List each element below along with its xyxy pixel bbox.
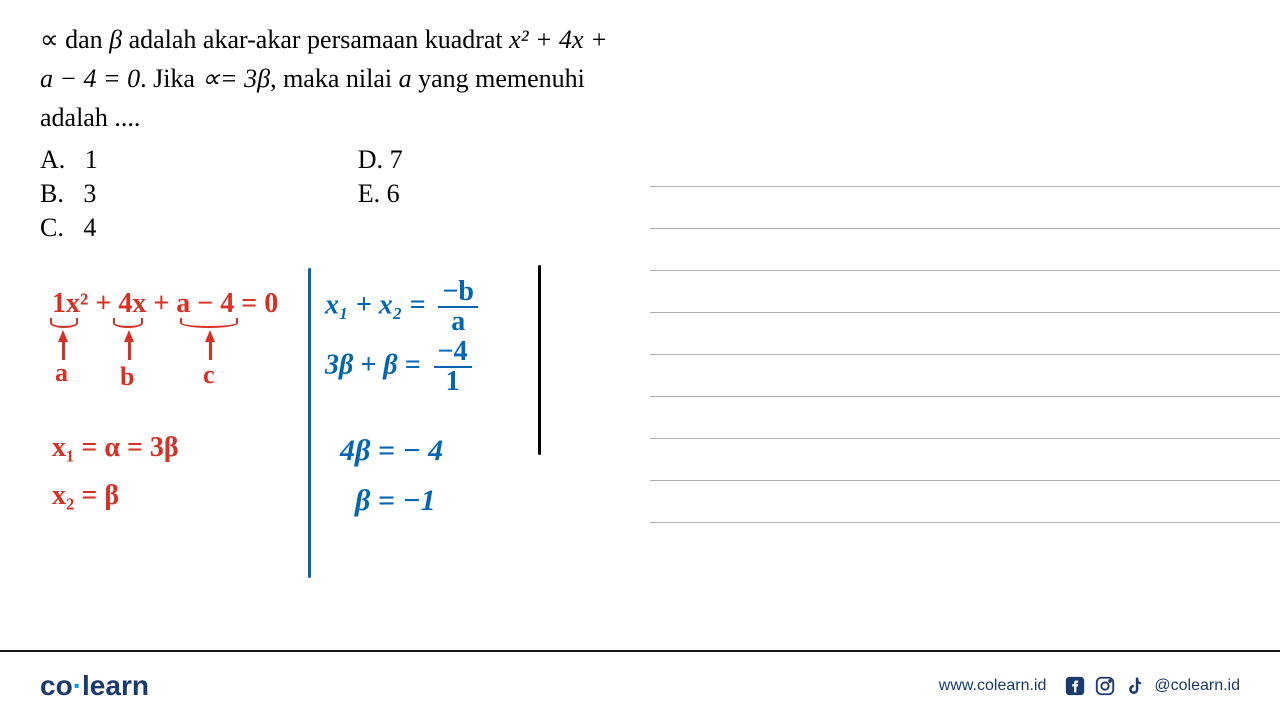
q-text: ∝ dan [40,25,109,54]
paper-line [650,145,1280,187]
option-a: A. 1 [40,145,98,175]
logo-learn: learn [82,670,149,701]
question-text: ∝ dan β adalah akar-akar persamaan kuadr… [40,20,1240,137]
option-e-value: 6 [387,179,400,208]
option-d-value: 7 [390,145,403,174]
q-text: . Jika [140,64,201,93]
option-b: B. 3 [40,179,98,209]
hw-arc-b [113,318,143,328]
hw-label-b: b [120,362,134,392]
logo: co·learn [40,670,149,702]
question-line-1: ∝ dan β adalah akar-akar persamaan kuadr… [40,20,1240,59]
question-line-2: a − 4 = 0. Jika ∝= 3β, maka nilai a yang… [40,59,1240,98]
q-text: yang memenuhi [412,64,585,93]
hw-blue-sum-text: x₁ + x₂ = [325,289,425,320]
hw-stem-b [128,340,131,360]
hw-red-x1: x₁ = α = 3β [52,432,179,464]
hw-blue-3b: 3β + β = −4 1 [325,338,472,396]
option-c-value: 4 [83,213,96,242]
tiktok-icon[interactable] [1124,675,1146,697]
hw-blue-3b-text: 3β + β = [325,349,421,380]
logo-dot: · [73,670,82,701]
hw-blue-beta: β = −1 [355,484,436,518]
hw-arc-c [180,318,238,328]
handwriting-area: 1x² + 4x + a − 4 = 0 a b c x₁ = α = 3β x… [40,270,1240,620]
hw-frac1-den: a [438,308,478,336]
hw-black-divider [538,265,541,455]
q-beta: β [109,25,122,54]
q-var: a [399,64,412,93]
option-a-value: 1 [85,145,98,174]
instagram-icon[interactable] [1094,675,1116,697]
hw-blue-divider [308,268,311,578]
option-c: C. 4 [40,213,98,243]
option-d: D. 7 [358,145,403,175]
footer-right: www.colearn.id @colearn.id [939,675,1240,697]
hw-frac2-num: −4 [434,338,472,368]
logo-co: co [40,670,73,701]
q-text: adalah akar-akar persamaan kuadrat [122,25,509,54]
q-text: , maka nilai [270,64,399,93]
facebook-icon[interactable] [1064,675,1086,697]
hw-frac1-num: −b [438,278,478,308]
hw-arc-a [50,318,78,328]
hw-blue-4b: 4β = − 4 [340,434,443,468]
hw-stem-c [209,340,212,360]
social-icons: @colearn.id [1064,675,1240,697]
q-math: x² + 4x + [509,25,607,54]
hw-label-a: a [55,358,68,388]
hw-stem-a [62,340,65,360]
hw-blue-sum: x₁ + x₂ = −b a [325,278,478,336]
options-col-left: A. 1 B. 3 C. 4 [40,145,98,243]
hw-frac2-den: 1 [434,368,472,396]
q-math: ∝= 3β [201,64,270,93]
footer: co·learn www.colearn.id @colearn.id [0,650,1280,720]
question-line-3: adalah .... [40,98,1240,137]
option-b-value: 3 [83,179,96,208]
hw-red-equation: 1x² + 4x + a − 4 = 0 [52,288,278,320]
option-e: E. 6 [358,179,403,209]
paper-line [650,229,1280,271]
hw-label-c: c [203,360,215,390]
paper-line [650,187,1280,229]
social-handle: @colearn.id [1154,677,1240,695]
q-math: a − 4 = 0 [40,64,140,93]
options-col-right: D. 7 E. 6 [358,145,403,243]
hw-red-x2: x₂ = β [52,480,119,512]
website-link[interactable]: www.colearn.id [939,677,1047,695]
